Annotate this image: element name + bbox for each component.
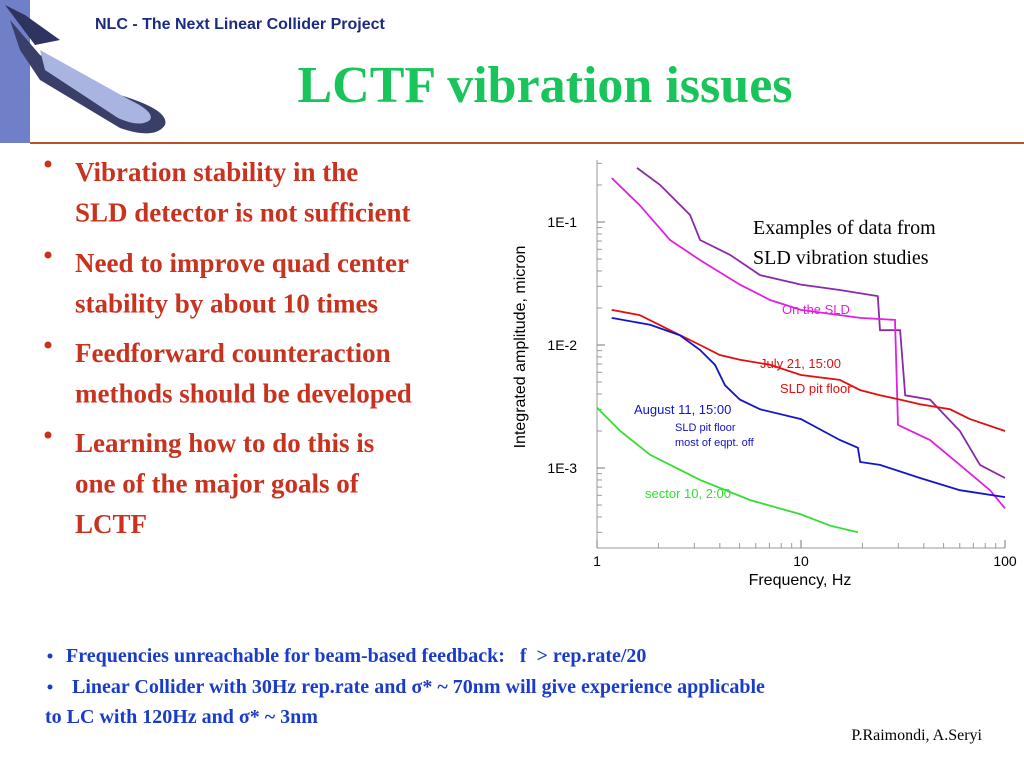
logo: [5, 5, 166, 134]
bullet-dot: [47, 653, 53, 659]
bullet-dot: [44, 431, 52, 439]
bullet-text: SLD detector is not sufficient: [75, 198, 410, 228]
bullet-text: Vibration stability in the: [75, 157, 358, 187]
y-tick-label: 1E-2: [547, 337, 577, 353]
series-label: August 11, 15:00: [634, 402, 731, 417]
bullet-text: Feedforward counteraction: [75, 338, 391, 368]
x-tick-label: 1: [593, 553, 601, 569]
y-axis-label: Integrated amplitude, micron: [512, 246, 529, 449]
bottom-text: to LC with 120Hz and σ* ~ 3nm: [45, 706, 318, 728]
bullet-text: one of the major goals of: [75, 469, 360, 499]
bullet-dot: [44, 341, 52, 349]
series-line: [611, 177, 1006, 509]
series-note: SLD pit floor: [675, 422, 736, 434]
bullet-text: Learning how to do this is: [75, 428, 374, 458]
x-tick-label: 10: [793, 553, 809, 569]
series-line: [611, 317, 1006, 498]
annotation: SLD vibration studies: [753, 247, 929, 269]
y-tick-label: 1E-1: [547, 214, 577, 230]
bullet-text: methods should be developed: [75, 379, 412, 409]
credit: P.Raimondi, A.Seryi: [851, 727, 982, 744]
bottom-text: Frequencies unreachable for beam-based f…: [66, 645, 646, 667]
bullet-dot: [47, 684, 53, 690]
bullet-text: stability by about 10 times: [75, 289, 378, 319]
series-label: On the SLD: [782, 302, 850, 317]
header: NLC - The Next Linear Collider Project: [95, 16, 386, 33]
y-tick-label: 1E-3: [547, 460, 577, 476]
bottom-text: Linear Collider with 30Hz rep.rate and σ…: [72, 676, 765, 698]
x-tick-label: 100: [993, 553, 1017, 569]
bullet-text: LCTF: [75, 509, 147, 539]
series-line: [596, 406, 859, 534]
bullet-dot: [44, 251, 52, 259]
series-label: July 21, 15:00: [760, 356, 841, 371]
series-label: sector 10, 2:00: [645, 486, 731, 501]
bullet-dot: [44, 160, 52, 168]
series-line: [611, 309, 1006, 432]
annotation: Examples of data from: [753, 217, 936, 239]
series-line: [636, 167, 1006, 479]
x-axis-label: Frequency, Hz: [749, 572, 852, 589]
bullet-text: Need to improve quad center: [75, 248, 409, 278]
title: LCTF vibration issues: [297, 57, 792, 114]
series-note: most of eqpt. off: [675, 437, 755, 449]
series-note: SLD pit floor: [780, 381, 852, 396]
